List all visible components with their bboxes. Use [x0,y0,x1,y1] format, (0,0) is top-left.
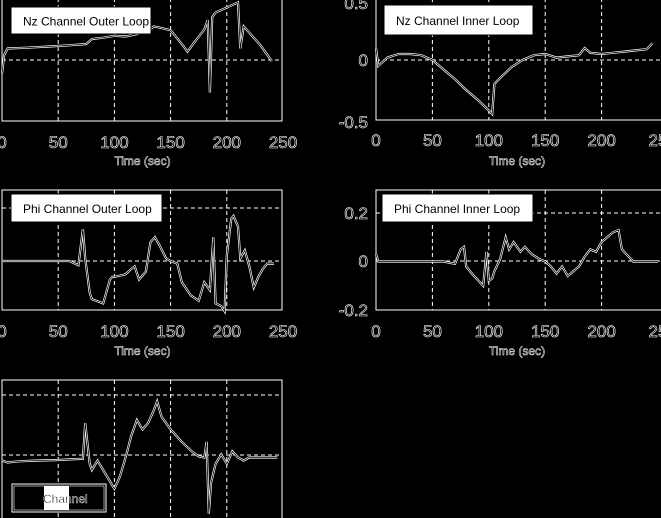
data-series-line [374,42,654,117]
x-tick-label: 150 [156,322,184,341]
y-tick-label: 0.2 [344,204,368,223]
y-tick-label: 0.5 [344,0,368,13]
axes-box [375,0,661,121]
data-series-line [374,228,658,289]
legend: Nz Channel Inner Loop [383,4,534,36]
data-series-line [2,213,274,315]
x-tick-label: 50 [49,133,68,152]
x-tick-label: 200 [213,133,241,152]
y-tick-label: 0 [359,51,368,70]
data-series-line-core [2,215,274,313]
legend-label: Nz Channel Outer Loop [23,15,149,29]
x-tick-label: 50 [423,322,442,341]
x-tick-label: 100 [100,133,128,152]
x-axis-label: Time (sec) [114,154,170,168]
x-tick-label: 200 [587,322,615,341]
legend: Nz Channel Outer Loop [10,6,152,35]
x-tick-label: 25 [649,131,661,150]
data-series-line-core [1,1,273,93]
x-tick-label: 200 [587,131,615,150]
x-tick-label: 200 [213,322,241,341]
x-tick-label: 0 [0,322,7,341]
data-series-line-core [375,42,653,115]
x-tick-label: 50 [49,322,68,341]
x-tick-label: 100 [100,322,128,341]
chart-nz-outer: 0 50 100 150 200 250 Time (sec) Nz Channel Oute… [0,0,297,168]
legend: Channel [11,483,107,513]
x-tick-label: 100 [475,131,503,150]
chart-bottom-channel: Channel [1,379,283,518]
x-tick-label: 250 [269,133,297,152]
x-tick-label: 150 [531,322,559,341]
axes-box [1,189,283,311]
legend-label: Nz Channel Inner Loop [396,14,520,28]
y-tick-label: 0 [359,252,368,271]
x-tick-label: 0 [371,131,380,150]
x-tick-label: 25 [649,322,661,341]
x-axis-label: Time (sec) [489,344,545,358]
x-tick-label: 150 [156,133,184,152]
x-tick-label: 150 [531,131,559,150]
data-series-line-core [1,400,278,514]
legend: Phi Channel Outer Loop [10,193,163,223]
y-tick-label: -0.2 [339,301,368,320]
x-tick-label: 100 [475,322,503,341]
x-tick-label: 0 [371,322,380,341]
legend-label: Phi Channel Outer Loop [23,202,152,216]
legend: Phi Channel Inner Loop [381,193,534,223]
x-tick-label: 50 [423,131,442,150]
x-axis-label: Time (sec) [114,344,170,358]
x-tick-label: 0 [0,133,7,152]
x-axis-label: Time (sec) [489,154,545,168]
legend-label: Channel [43,492,88,506]
x-tick-label: 250 [269,322,297,341]
chart-nz-inner: 05010015020025Time (sec)0.50-0.5Nz Chann… [338,0,661,168]
axes-box [375,189,661,311]
data-series-line-core [375,229,658,287]
legend-label: Phi Channel Inner Loop [394,202,520,216]
y-tick-label: -0.5 [339,113,368,132]
chart-phi-outer: 0 50 100 150 200 250 Time (sec) Phi Channel Out… [0,189,297,358]
